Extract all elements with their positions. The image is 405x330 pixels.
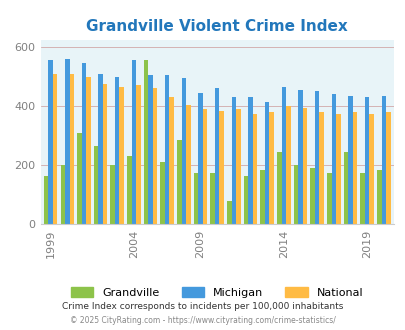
Bar [44, 176, 48, 224]
Bar [260, 170, 264, 224]
Bar [314, 91, 319, 224]
Title: Grandville Violent Crime Index: Grandville Violent Crime Index [86, 19, 347, 34]
Bar [369, 114, 373, 224]
Bar [231, 97, 236, 224]
Bar [293, 165, 298, 224]
Bar [69, 74, 74, 224]
Bar [381, 96, 385, 224]
Bar [160, 162, 164, 224]
Bar [164, 75, 169, 224]
Bar [143, 60, 148, 224]
Text: Crime Index corresponds to incidents per 100,000 inhabitants: Crime Index corresponds to incidents per… [62, 302, 343, 311]
Bar [102, 84, 107, 224]
Bar [169, 97, 174, 224]
Bar [202, 109, 207, 224]
Bar [48, 60, 53, 224]
Bar [98, 74, 102, 224]
Bar [110, 165, 115, 224]
Bar [185, 105, 190, 224]
Bar [148, 75, 152, 224]
Bar [376, 170, 381, 224]
Bar [286, 106, 290, 224]
Bar [281, 87, 286, 224]
Bar [177, 140, 181, 224]
Bar [81, 63, 86, 224]
Bar [131, 60, 136, 224]
Bar [352, 112, 356, 224]
Bar [298, 90, 302, 224]
Bar [302, 108, 307, 224]
Bar [86, 77, 90, 224]
Bar [65, 59, 69, 224]
Bar [335, 114, 340, 224]
Bar [343, 152, 347, 224]
Bar [181, 78, 185, 224]
Text: © 2025 CityRating.com - https://www.cityrating.com/crime-statistics/: © 2025 CityRating.com - https://www.city… [70, 316, 335, 325]
Bar [119, 87, 124, 224]
Bar [136, 85, 140, 224]
Bar [319, 112, 323, 224]
Bar [277, 152, 281, 224]
Bar [236, 109, 240, 224]
Bar [210, 173, 214, 224]
Bar [364, 97, 369, 224]
Bar [127, 156, 131, 224]
Bar [347, 96, 352, 224]
Bar [193, 173, 198, 224]
Bar [214, 88, 219, 224]
Legend: Grandville, Michigan, National: Grandville, Michigan, National [66, 282, 368, 304]
Bar [243, 176, 248, 224]
Bar [53, 74, 57, 224]
Bar [198, 93, 202, 224]
Bar [385, 112, 390, 224]
Bar [77, 133, 81, 224]
Bar [60, 165, 65, 224]
Bar [310, 168, 314, 224]
Bar [264, 102, 269, 224]
Bar [269, 112, 273, 224]
Bar [360, 173, 364, 224]
Bar [248, 97, 252, 224]
Bar [226, 201, 231, 224]
Bar [152, 88, 157, 224]
Bar [94, 146, 98, 224]
Bar [115, 77, 119, 224]
Bar [219, 111, 224, 224]
Bar [326, 173, 331, 224]
Bar [331, 94, 335, 224]
Bar [252, 114, 257, 224]
